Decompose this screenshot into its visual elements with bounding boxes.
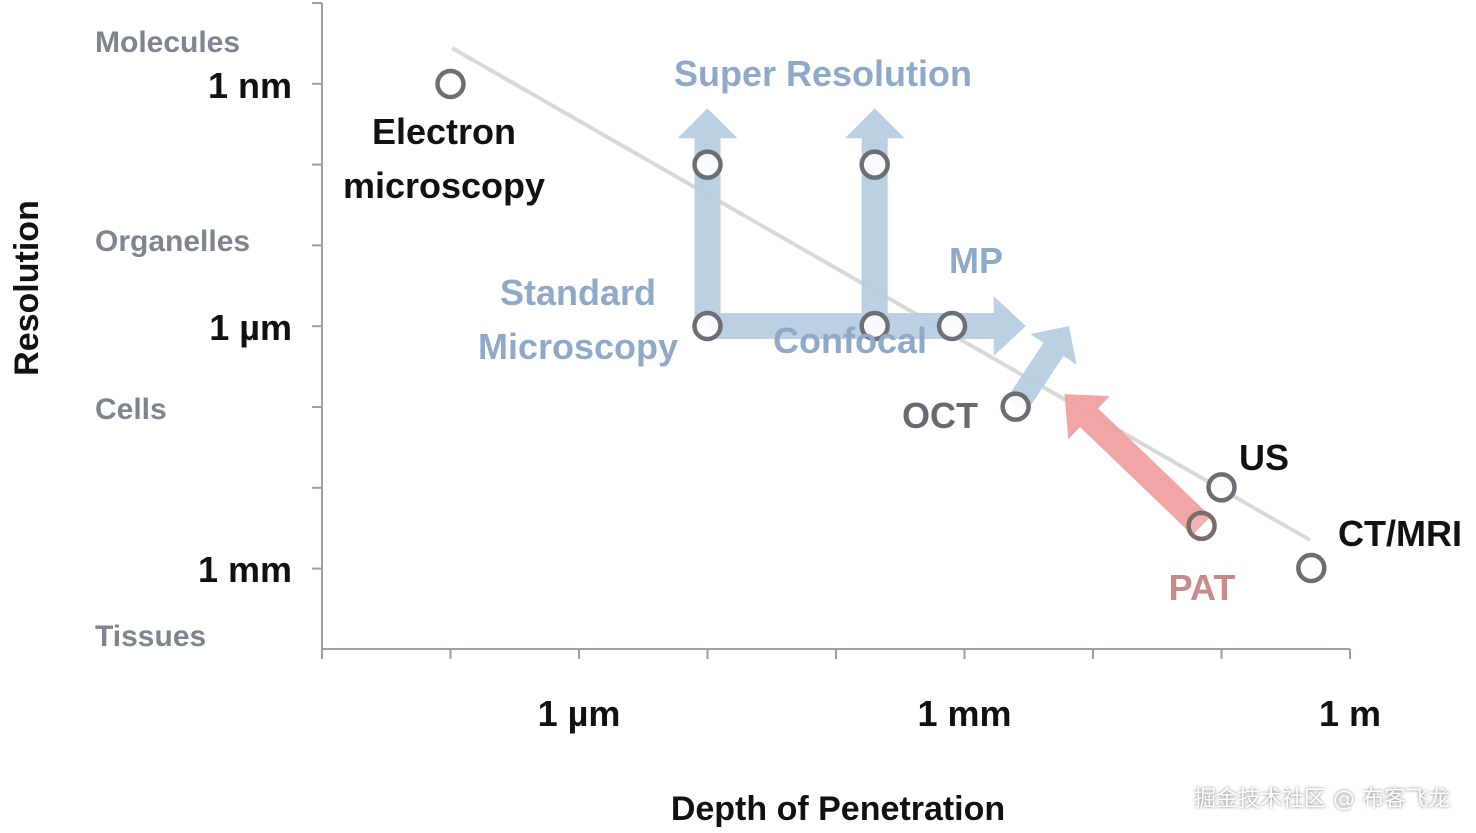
data-point-confocal-super-resolution-[interactable] [859, 149, 890, 180]
data-point-pat[interactable] [1186, 510, 1217, 542]
annotation-super-resolution: Super Resolution [674, 53, 972, 94]
point-label: CT/MRI [1338, 513, 1462, 554]
data-point-standard-microscopy-super-resolution-[interactable] [692, 149, 723, 180]
x-axis-label: Depth of Penetration [671, 790, 1005, 828]
data-point-electron-microscopy[interactable] [435, 68, 466, 100]
x-tick-label: 1 m [1319, 693, 1381, 734]
point-label: MP [949, 240, 1003, 281]
point-label: microscopy [343, 165, 545, 206]
point-label: US [1239, 437, 1289, 478]
oct-arrow [1005, 326, 1077, 414]
x-tick-label: 1 mm [917, 693, 1011, 734]
data-point-us[interactable] [1206, 472, 1237, 503]
super-resolution-arrow-standard [677, 108, 738, 327]
y-axis-label: Resolution [8, 200, 46, 376]
y-tick-label: 1 nm [208, 65, 292, 106]
watermark: 掘金技术社区 @ 布客飞龙 [1194, 787, 1450, 812]
point-label: Microscopy [478, 326, 678, 367]
y-category-label: Organelles [95, 225, 250, 258]
super-resolution-arrow-confocal [844, 108, 905, 327]
point-label: PAT [1169, 567, 1236, 608]
y-category-label: Molecules [95, 26, 240, 59]
data-point-standard-microscopy[interactable] [692, 310, 723, 342]
y-category-label: Tissues [95, 620, 206, 653]
data-point-mp[interactable] [936, 310, 968, 342]
data-point-confocal[interactable] [859, 310, 890, 342]
x-tick-label: 1 µm [538, 693, 621, 734]
data-point-ct-mri[interactable] [1296, 552, 1327, 584]
pat-arrow [1064, 394, 1211, 536]
point-label: Standard [500, 272, 656, 313]
point-label: Electron [372, 111, 516, 152]
point-label: Confocal [773, 320, 927, 361]
data-point-oct[interactable] [1000, 391, 1031, 422]
y-tick-label: 1 mm [198, 549, 292, 590]
y-category-label: Cells [95, 393, 167, 426]
y-tick-label: 1 µm [209, 307, 292, 348]
point-label: OCT [902, 395, 978, 436]
